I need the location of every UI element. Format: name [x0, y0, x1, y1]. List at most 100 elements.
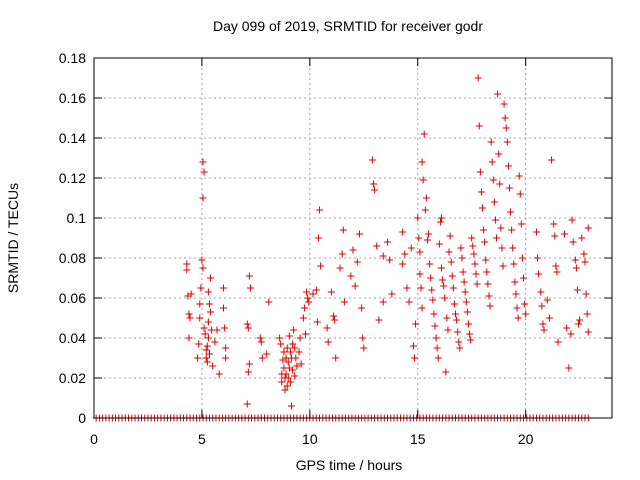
data-point: [289, 366, 297, 374]
data-point: [205, 300, 213, 308]
data-point: [468, 234, 476, 242]
data-point: [405, 298, 413, 306]
data-point: [416, 270, 424, 278]
data-point: [427, 274, 435, 282]
data-point: [358, 304, 366, 312]
data-point: [316, 206, 324, 214]
data-point: [561, 230, 569, 238]
data-point: [554, 338, 562, 346]
data-point: [256, 334, 264, 342]
data-point: [493, 234, 501, 242]
data-point: [201, 330, 209, 338]
data-point: [498, 244, 506, 252]
data-point: [462, 298, 470, 306]
data-point: [578, 234, 586, 242]
data-point: [283, 344, 291, 352]
data-point: [375, 316, 383, 324]
y-tick-label: 0.02: [59, 370, 86, 386]
data-point: [450, 300, 458, 308]
data-point: [514, 314, 522, 322]
data-point: [464, 320, 472, 328]
data-point: [583, 310, 591, 318]
y-tick-label: 0.08: [59, 250, 86, 266]
data-point: [461, 288, 469, 296]
data-point: [509, 244, 517, 252]
y-tick-label: 0.1: [67, 210, 87, 226]
data-point: [483, 268, 491, 276]
data-point: [436, 218, 444, 226]
data-point: [384, 238, 392, 246]
data-point: [199, 264, 207, 272]
data-point: [471, 260, 479, 268]
data-point: [196, 314, 204, 322]
data-point: [584, 224, 592, 232]
data-point: [327, 288, 335, 296]
data-point: [502, 124, 510, 132]
data-point: [416, 248, 424, 256]
data-point: [470, 250, 478, 258]
data-point: [486, 302, 494, 310]
y-tick-label: 0.04: [59, 330, 86, 346]
data-point: [244, 368, 252, 376]
data-point: [420, 130, 428, 138]
data-point: [277, 340, 285, 348]
data-point: [399, 228, 407, 236]
data-point: [194, 354, 202, 362]
data-point: [477, 188, 485, 196]
data-point: [204, 288, 212, 296]
data-point: [442, 368, 450, 376]
data-point: [296, 334, 304, 342]
data-point: [204, 334, 212, 342]
data-point: [338, 250, 346, 258]
data-point: [401, 250, 409, 258]
data-point: [437, 264, 445, 272]
data-point: [553, 268, 561, 276]
data-point: [280, 348, 288, 356]
data-point: [454, 328, 462, 336]
data-point: [204, 318, 212, 326]
data-point: [430, 310, 438, 318]
data-point: [484, 280, 492, 288]
data-point: [443, 314, 451, 322]
data-point: [200, 168, 208, 176]
data-point: [220, 284, 227, 292]
data-point: [360, 344, 368, 352]
data-point: [314, 234, 322, 242]
data-point: [423, 236, 431, 244]
data-point: [512, 290, 520, 298]
data-point: [332, 354, 340, 362]
data-point: [552, 262, 560, 270]
y-tick-label: 0.12: [59, 170, 86, 186]
data-point: [199, 158, 207, 166]
data-point: [197, 284, 205, 292]
data-point: [371, 186, 379, 194]
data-point: [196, 300, 204, 308]
data-point: [463, 308, 471, 316]
data-point: [494, 90, 502, 98]
data-point: [353, 258, 361, 266]
data-point: [290, 326, 298, 334]
data-point: [286, 348, 294, 356]
data-point: [349, 246, 357, 254]
data-point: [473, 280, 481, 288]
data-point: [522, 310, 530, 318]
data-point: [433, 344, 441, 352]
data-point: [476, 168, 484, 176]
data-point: [340, 298, 348, 306]
data-point: [388, 290, 396, 298]
data-point: [359, 334, 367, 342]
data-point: [576, 316, 584, 324]
data-point: [222, 354, 230, 362]
data-point: [543, 296, 551, 304]
data-point: [495, 150, 503, 158]
data-point: [458, 254, 466, 262]
data-point: [480, 226, 488, 234]
data-point: [538, 302, 546, 310]
data-point: [246, 284, 254, 292]
data-point: [540, 326, 548, 334]
data-point: [278, 378, 286, 386]
grid-layer: [94, 58, 612, 418]
data-point: [510, 260, 518, 268]
y-tick-label: 0.06: [59, 290, 86, 306]
data-point: [584, 328, 592, 336]
